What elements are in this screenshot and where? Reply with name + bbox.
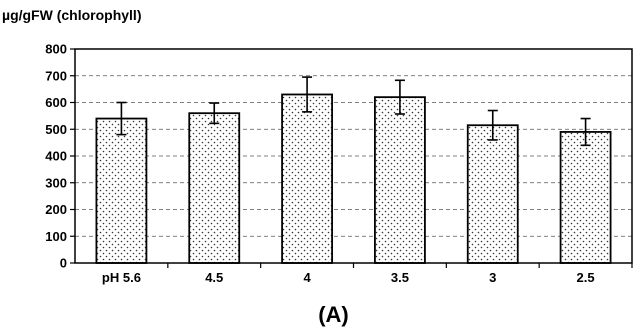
y-tick-label-700: 700 xyxy=(45,68,67,83)
bar-2 xyxy=(281,93,333,264)
bar-0 xyxy=(95,117,148,264)
bar-1 xyxy=(188,112,241,264)
y-tick-labels: 0 100 200 300 400 500 600 700 800 xyxy=(45,42,75,271)
y-tick-label-300: 300 xyxy=(45,175,67,190)
y-tick-label-0: 0 xyxy=(60,256,67,271)
x-tick-label-0: pH 5.6 xyxy=(102,270,141,285)
x-tick-label-4: 3 xyxy=(489,270,496,285)
bar-4 xyxy=(466,124,519,264)
plot-frame xyxy=(74,48,633,264)
y-tick-label-600: 600 xyxy=(45,95,67,110)
x-tick-label-1: 4.5 xyxy=(205,270,223,285)
y-tick-label-100: 100 xyxy=(45,229,67,244)
x-tick-label-3: 3.5 xyxy=(391,270,409,285)
y-tick-label-800: 800 xyxy=(45,42,67,57)
bars xyxy=(95,93,612,264)
gridlines xyxy=(75,75,632,237)
y-tick-label-500: 500 xyxy=(45,122,67,137)
y-tick-label-400: 400 xyxy=(45,149,67,164)
y-axis-label: µg/gFW (chlorophyll) xyxy=(2,7,142,23)
x-tick-labels: pH 5.6 4.5 4 3.5 3 2.5 xyxy=(102,263,633,285)
x-tick-label-5: 2.5 xyxy=(577,270,595,285)
bar-3 xyxy=(374,96,426,264)
bar-5 xyxy=(559,131,612,264)
y-tick-label-200: 200 xyxy=(45,202,67,217)
x-tick-label-2: 4 xyxy=(303,270,311,285)
error-bars xyxy=(116,76,591,147)
panel-label: (A) xyxy=(318,302,349,327)
